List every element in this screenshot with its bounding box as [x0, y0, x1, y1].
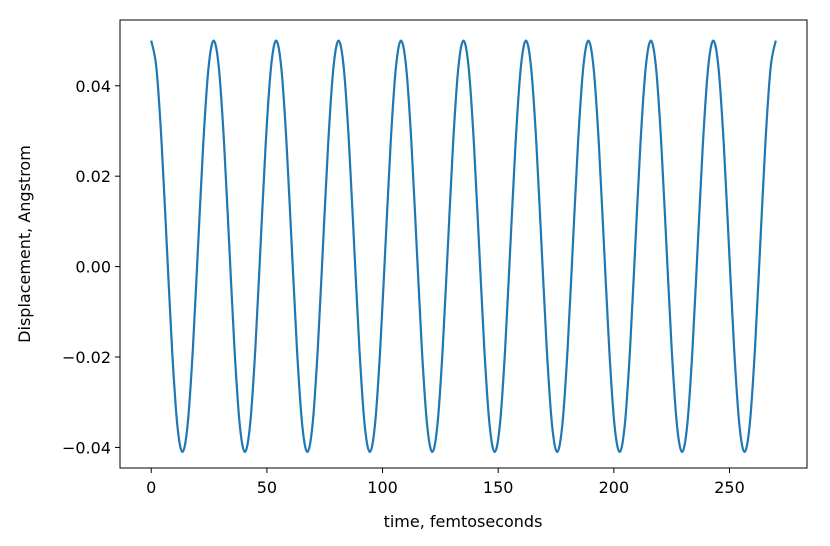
- x-tick-label: 50: [257, 478, 277, 497]
- x-axis-label: time, femtoseconds: [384, 512, 543, 531]
- y-axis-label: Displacement, Angstrom: [15, 145, 34, 343]
- data-line: [150, 39, 777, 454]
- y-tick-label: 0.04: [75, 77, 111, 96]
- y-tick-label: −0.04: [62, 438, 111, 457]
- x-tick-label: 200: [599, 478, 630, 497]
- y-tick-label: −0.02: [62, 348, 111, 367]
- x-tick-label: 150: [483, 478, 514, 497]
- y-tick-label: 0.02: [75, 167, 111, 186]
- x-tick-label: 250: [714, 478, 745, 497]
- x-tick-label: 100: [367, 478, 398, 497]
- y-tick-label: 0.00: [75, 258, 111, 277]
- x-tick-label: 0: [146, 478, 156, 497]
- plot-frame: [119, 19, 808, 469]
